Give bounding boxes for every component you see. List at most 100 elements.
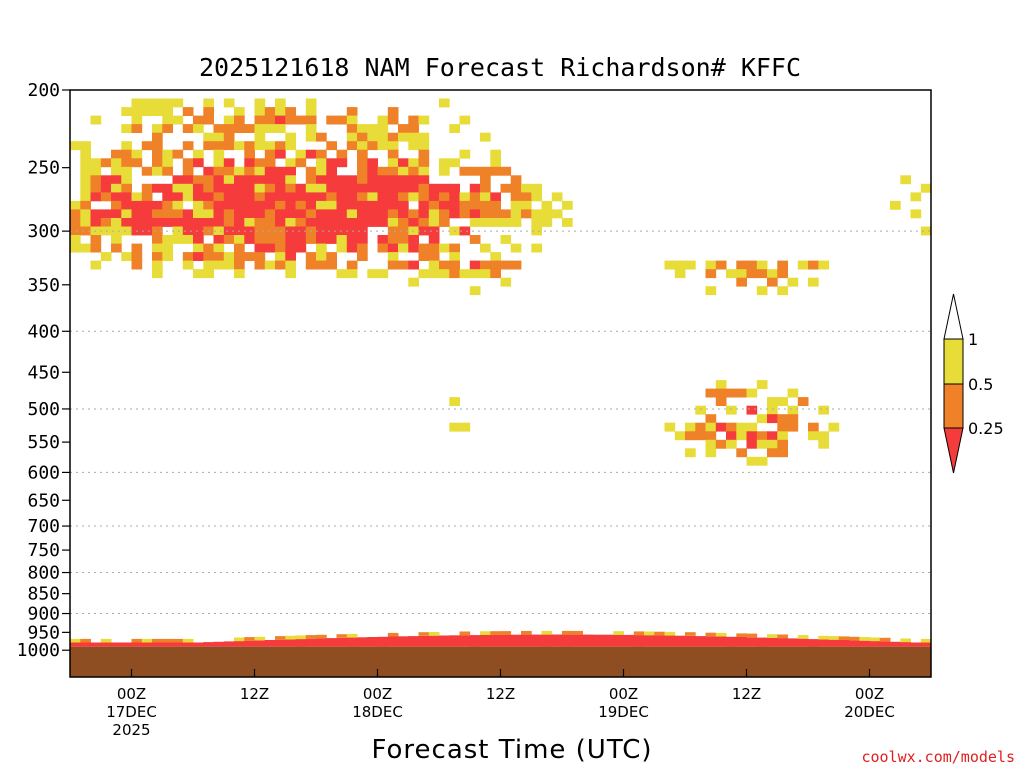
ri-cell [131, 200, 143, 210]
ri-cell [193, 149, 204, 159]
ri-cell [336, 218, 348, 227]
ri-cell [254, 209, 266, 219]
ri-cell [541, 200, 553, 210]
ri-cell [213, 200, 225, 210]
ri-cell [244, 218, 255, 227]
ri-cell [439, 158, 450, 168]
ri-cell [357, 218, 368, 227]
ri-cell [285, 209, 296, 219]
ri-cell [285, 107, 296, 116]
boundary-layer-cell [859, 637, 870, 641]
ri-cell [152, 98, 163, 108]
ri-cell [254, 192, 266, 202]
ri-cell [500, 260, 512, 270]
boundary-layer-cell [736, 633, 747, 637]
ri-cell [121, 218, 132, 227]
ri-cell [234, 260, 245, 270]
ri-cell [305, 166, 317, 176]
ri-cell [418, 183, 430, 193]
ri-cell [244, 183, 255, 193]
ri-cell [152, 235, 163, 244]
ri-cell [131, 218, 143, 227]
ri-cell [459, 269, 471, 279]
ri-cell [162, 235, 173, 244]
ri-cell [777, 422, 788, 432]
ri-cell [367, 269, 378, 279]
ri-cell [254, 252, 266, 261]
ri-cell [767, 277, 778, 287]
boundary-layer-cell [654, 631, 665, 636]
boundary-layer-cell [879, 641, 891, 647]
ri-cell [726, 405, 737, 415]
ri-cell [377, 209, 389, 219]
ri-cell [254, 235, 266, 244]
ri-cell [367, 218, 378, 227]
x-axis-label: Forecast Time (UTC) [371, 735, 652, 765]
ri-cell [172, 192, 184, 202]
boundary-layer-cell [295, 635, 307, 639]
ri-cell [223, 132, 235, 142]
ri-cell [162, 149, 173, 159]
boundary-layer-cell [633, 631, 645, 636]
ri-cell [80, 141, 91, 151]
ri-cell [449, 260, 460, 270]
ri-cell [100, 209, 112, 219]
ri-cell [121, 226, 132, 236]
ri-cell [387, 235, 399, 244]
boundary-layer-cell [193, 642, 204, 647]
ri-cell [152, 158, 163, 168]
boundary-layer-cell [275, 636, 286, 640]
ri-cell [234, 107, 245, 116]
ri-cell [193, 175, 204, 185]
ri-cell [418, 175, 430, 185]
ri-cell [674, 269, 686, 279]
ri-cell [428, 183, 440, 193]
boundary-layer-cell [244, 637, 255, 641]
ri-cell [418, 149, 430, 159]
ri-cell [234, 252, 245, 261]
ri-cell [254, 132, 266, 142]
ri-cell [80, 226, 91, 236]
ri-cell [439, 269, 450, 279]
ri-cell [285, 200, 296, 210]
ri-cell [223, 235, 235, 244]
ri-cell [449, 397, 460, 406]
ri-cell [193, 183, 204, 193]
ri-cell [756, 439, 768, 449]
ri-cell [326, 235, 337, 244]
boundary-layer-cell [531, 634, 542, 647]
ri-cell [398, 192, 409, 202]
ri-cell [90, 158, 102, 168]
ri-cell [70, 218, 81, 227]
ri-cell [387, 107, 399, 116]
ri-cell [213, 252, 225, 261]
ri-cell [234, 209, 245, 219]
ri-cell [254, 260, 266, 270]
ri-cell [377, 218, 389, 227]
ri-cell [141, 200, 153, 210]
ri-cell [705, 422, 717, 432]
ri-cell [193, 226, 204, 236]
ri-cell [387, 158, 399, 168]
ri-cell [398, 226, 409, 236]
ri-cell [377, 183, 389, 193]
boundary-layer-cell [920, 642, 932, 647]
ri-cell [398, 200, 409, 210]
ri-cell [254, 115, 266, 125]
ri-cell [408, 218, 419, 227]
boundary-layer-cell [285, 639, 296, 647]
ri-cell [264, 200, 276, 210]
boundary-layer-cell [756, 637, 768, 647]
ri-cell [521, 200, 532, 210]
ri-cell [70, 209, 81, 219]
boundary-layer-cell [346, 633, 358, 638]
ri-cell [469, 286, 481, 296]
ri-cell [746, 260, 758, 270]
ri-cell [244, 149, 255, 159]
ri-cell [469, 166, 481, 176]
ri-cell [275, 183, 286, 193]
ri-cell [203, 243, 214, 253]
colorbar-orange-segment [943, 383, 964, 429]
ri-cell [387, 243, 399, 253]
ri-cell [213, 209, 225, 219]
